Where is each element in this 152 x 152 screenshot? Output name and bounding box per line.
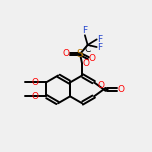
Text: F: F: [97, 43, 102, 52]
Text: S: S: [77, 49, 83, 59]
Text: F: F: [82, 26, 87, 35]
Text: O: O: [89, 54, 96, 63]
Text: O: O: [62, 50, 69, 59]
Text: O: O: [83, 59, 90, 68]
Text: O: O: [98, 81, 105, 90]
Text: F: F: [97, 35, 102, 44]
Text: O: O: [31, 78, 38, 87]
Text: O: O: [31, 92, 38, 101]
Text: O: O: [118, 85, 125, 94]
Text: C: C: [85, 45, 91, 54]
